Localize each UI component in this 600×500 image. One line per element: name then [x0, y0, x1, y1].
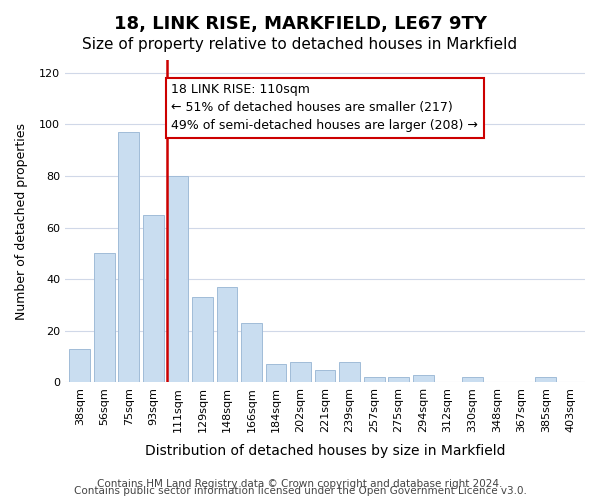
Text: Contains HM Land Registry data © Crown copyright and database right 2024.: Contains HM Land Registry data © Crown c…	[97, 479, 503, 489]
Bar	[241, 323, 262, 382]
Y-axis label: Number of detached properties: Number of detached properties	[15, 122, 28, 320]
Bar	[70, 349, 90, 382]
Text: 18 LINK RISE: 110sqm
← 51% of detached houses are smaller (217)
49% of semi-deta: 18 LINK RISE: 110sqm ← 51% of detached h…	[171, 83, 478, 132]
Text: Size of property relative to detached houses in Markfield: Size of property relative to detached ho…	[82, 38, 518, 52]
Bar	[364, 377, 385, 382]
Bar	[339, 362, 360, 382]
Bar	[462, 377, 482, 382]
Text: 18, LINK RISE, MARKFIELD, LE67 9TY: 18, LINK RISE, MARKFIELD, LE67 9TY	[113, 15, 487, 33]
Bar	[388, 377, 409, 382]
Bar	[118, 132, 139, 382]
Bar	[192, 298, 213, 382]
Bar	[167, 176, 188, 382]
Bar	[94, 254, 115, 382]
Bar	[535, 377, 556, 382]
Text: Contains public sector information licensed under the Open Government Licence v3: Contains public sector information licen…	[74, 486, 526, 496]
Bar	[314, 370, 335, 382]
Bar	[143, 215, 164, 382]
Bar	[266, 364, 286, 382]
Bar	[413, 374, 434, 382]
X-axis label: Distribution of detached houses by size in Markfield: Distribution of detached houses by size …	[145, 444, 505, 458]
Bar	[217, 287, 238, 382]
Bar	[290, 362, 311, 382]
